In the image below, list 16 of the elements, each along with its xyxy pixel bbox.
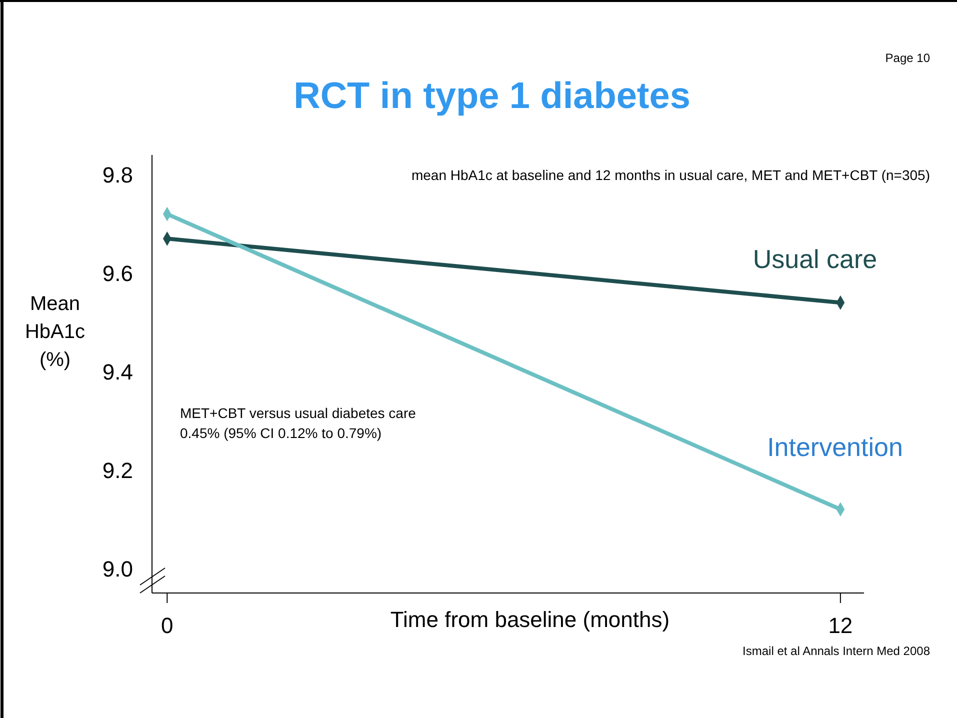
y-tick-label: 9.0 <box>102 556 133 582</box>
x-tick-label: 12 <box>828 613 853 638</box>
series-label: Intervention <box>767 432 903 462</box>
y-tick-label: 9.4 <box>102 360 133 385</box>
chart-title: RCT in type 1 diabetes <box>294 75 690 116</box>
x-axis-title: Time from baseline (months) <box>390 607 670 632</box>
text: Ismail et al Annals Intern Med 2008 <box>742 644 930 658</box>
y-axis-title: Mean HbA1c (%) <box>24 293 86 371</box>
y-tick-label: 9.6 <box>102 261 133 286</box>
x-tick-label: 0 <box>161 613 174 638</box>
text: Page 10 <box>885 51 930 65</box>
y-tick-label: 9.8 <box>102 162 133 188</box>
series-label: Usual care <box>752 244 878 274</box>
text: mean HbA1c at baseline and 12 months in usual care, MET and MET+CBT (n=305) <box>411 167 930 183</box>
annotation: MET+CBT versus usual diabetes care 0.45% (95% CI 0.12% to 0.79%) <box>180 405 416 441</box>
y-tick-label: 9.2 <box>102 458 133 483</box>
